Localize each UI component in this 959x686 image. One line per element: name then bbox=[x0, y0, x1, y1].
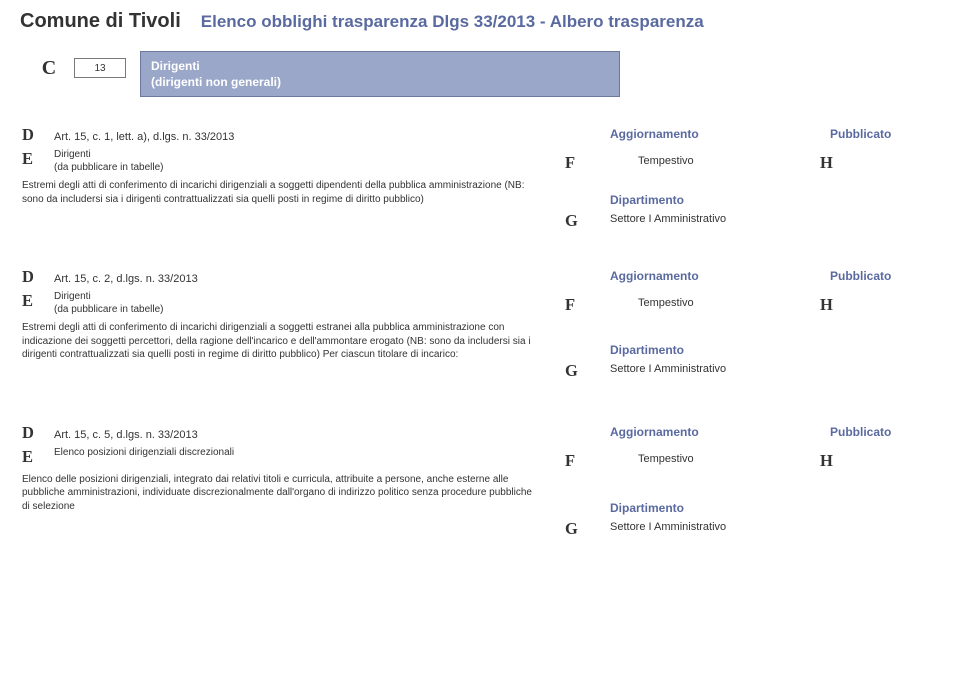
description: Elenco delle posizioni dirigenziali, int… bbox=[20, 473, 540, 514]
org-name: Comune di Tivoli bbox=[20, 10, 181, 33]
description: Estremi degli atti di conferimento di in… bbox=[20, 179, 540, 206]
e-letter: E bbox=[20, 149, 54, 169]
h-letter: H bbox=[820, 295, 833, 315]
f-value: Tempestivo bbox=[638, 297, 694, 309]
e-texts: Dirigenti (da pubblicare in tabelle) bbox=[54, 149, 164, 173]
section-title-box: Dirigenti (dirigenti non generali) bbox=[140, 51, 620, 97]
e-texts: Elenco posizioni dirigenziali discrezion… bbox=[54, 447, 234, 458]
description: Estremi degli atti di conferimento di in… bbox=[20, 321, 540, 362]
e-line1: Dirigenti bbox=[54, 149, 164, 160]
page-container: Comune di Tivoli Elenco obblighi traspar… bbox=[0, 0, 959, 588]
e-line2: (da pubblicare in tabelle) bbox=[54, 162, 164, 173]
record: DArt. 15, c. 2, d.lgs. n. 33/2013Aggiorn… bbox=[20, 261, 939, 417]
f-value: Tempestivo bbox=[638, 453, 694, 465]
g-letter: G bbox=[565, 361, 578, 381]
d-reference: Art. 15, c. 2, d.lgs. n. 33/2013 bbox=[54, 273, 198, 285]
e-line1: Dirigenti bbox=[54, 291, 164, 302]
row-d: DArt. 15, c. 2, d.lgs. n. 33/2013 bbox=[20, 267, 939, 287]
d-reference: Art. 15, c. 1, lett. a), d.lgs. n. 33/20… bbox=[54, 131, 234, 143]
section-title-sub: (dirigenti non generali) bbox=[151, 74, 609, 90]
h-letter: H bbox=[820, 153, 833, 173]
records-container: DArt. 15, c. 1, lett. a), d.lgs. n. 33/2… bbox=[20, 119, 939, 568]
g-value: Settore I Amministrativo bbox=[610, 521, 726, 533]
dipartimento-label: Dipartimento bbox=[610, 501, 684, 515]
aggiornamento-label: Aggiornamento bbox=[610, 127, 699, 141]
row-e: EElenco posizioni dirigenziali discrezio… bbox=[20, 447, 939, 467]
d-letter: D bbox=[20, 125, 54, 145]
page-title: Elenco obblighi trasparenza Dlgs 33/2013… bbox=[201, 12, 704, 32]
e-letter: E bbox=[20, 447, 54, 467]
pubblicato-label: Pubblicato bbox=[830, 425, 891, 439]
aggiornamento-label: Aggiornamento bbox=[610, 425, 699, 439]
e-texts: Dirigenti (da pubblicare in tabelle) bbox=[54, 291, 164, 315]
dipartimento-label: Dipartimento bbox=[610, 343, 684, 357]
section-title-main: Dirigenti bbox=[151, 58, 609, 74]
section-letter: C bbox=[38, 51, 60, 97]
row-d: DArt. 15, c. 5, d.lgs. n. 33/2013 bbox=[20, 423, 939, 443]
record: DArt. 15, c. 1, lett. a), d.lgs. n. 33/2… bbox=[20, 119, 939, 261]
dipartimento-label: Dipartimento bbox=[610, 193, 684, 207]
e-letter: E bbox=[20, 291, 54, 311]
g-value: Settore I Amministrativo bbox=[610, 213, 726, 225]
f-value: Tempestivo bbox=[638, 155, 694, 167]
d-reference: Art. 15, c. 5, d.lgs. n. 33/2013 bbox=[54, 429, 198, 441]
record: DArt. 15, c. 5, d.lgs. n. 33/2013Aggiorn… bbox=[20, 417, 939, 569]
row-d: DArt. 15, c. 1, lett. a), d.lgs. n. 33/2… bbox=[20, 125, 939, 145]
d-letter: D bbox=[20, 267, 54, 287]
e-line1: Elenco posizioni dirigenziali discrezion… bbox=[54, 447, 234, 458]
g-letter: G bbox=[565, 211, 578, 231]
f-letter: F bbox=[565, 295, 575, 315]
h-letter: H bbox=[820, 451, 833, 471]
section-row: C 13 Dirigenti (dirigenti non generali) bbox=[20, 51, 939, 97]
page-header: Comune di Tivoli Elenco obblighi traspar… bbox=[20, 10, 939, 33]
d-letter: D bbox=[20, 423, 54, 443]
e-line2: (da pubblicare in tabelle) bbox=[54, 304, 164, 315]
g-value: Settore I Amministrativo bbox=[610, 363, 726, 375]
f-letter: F bbox=[565, 153, 575, 173]
section-number: 13 bbox=[74, 58, 126, 78]
aggiornamento-label: Aggiornamento bbox=[610, 269, 699, 283]
pubblicato-label: Pubblicato bbox=[830, 269, 891, 283]
f-letter: F bbox=[565, 451, 575, 471]
row-e: EDirigenti (da pubblicare in tabelle) bbox=[20, 149, 939, 173]
pubblicato-label: Pubblicato bbox=[830, 127, 891, 141]
row-e: EDirigenti (da pubblicare in tabelle) bbox=[20, 291, 939, 315]
g-letter: G bbox=[565, 519, 578, 539]
